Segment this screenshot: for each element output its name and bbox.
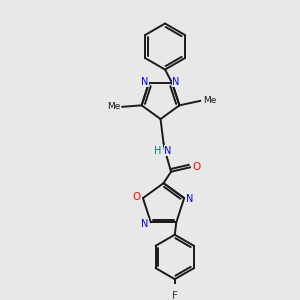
Text: N: N: [172, 76, 180, 87]
Text: Me: Me: [107, 102, 120, 111]
Text: O: O: [192, 162, 200, 172]
Text: N: N: [141, 219, 148, 229]
Text: Me: Me: [203, 96, 216, 105]
Text: N: N: [187, 194, 194, 204]
Text: O: O: [133, 192, 141, 202]
Text: H: H: [154, 146, 161, 156]
Text: N: N: [164, 146, 172, 156]
Text: F: F: [172, 291, 178, 300]
Text: N: N: [141, 76, 148, 87]
